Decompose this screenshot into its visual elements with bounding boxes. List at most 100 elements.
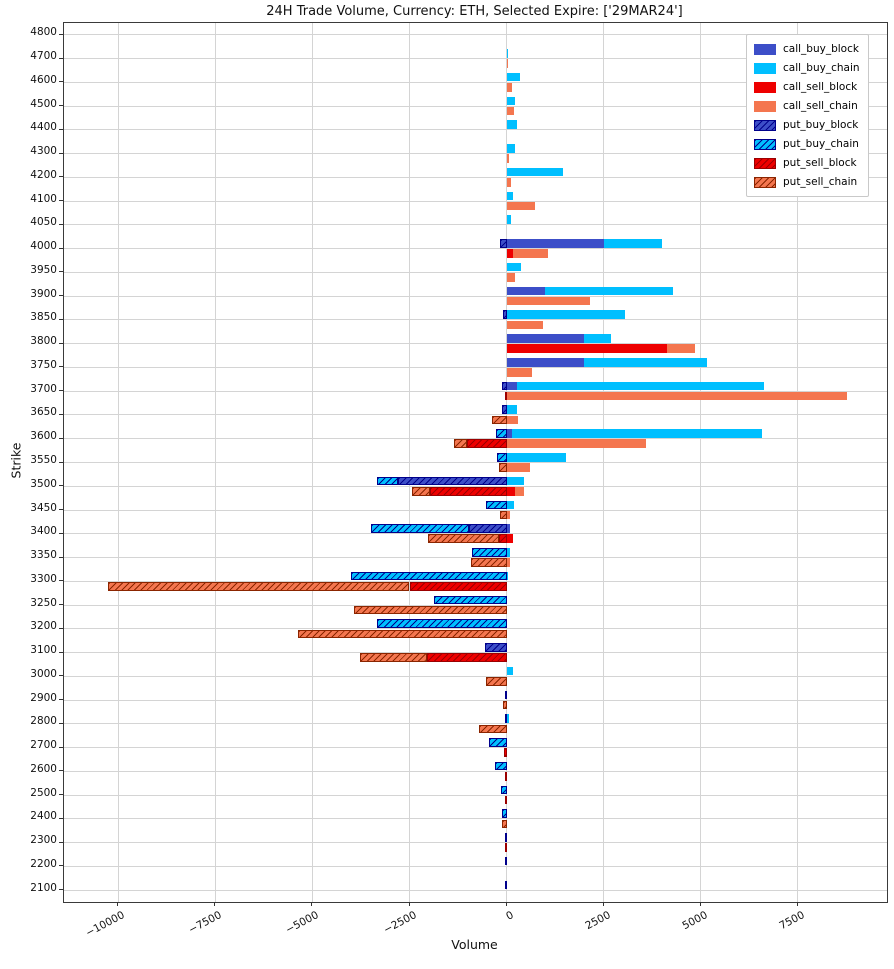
bar-call_buy_chain [506,72,521,82]
y-tick-label: 3350 [30,549,57,562]
legend-item-put_sell_chain: put_sell_chain [754,173,860,192]
bar-call_buy_chain [506,191,514,201]
bar-put_buy_block [501,405,507,415]
y-tick-mark [59,57,63,59]
gridline-horizontal [64,794,887,796]
bar-call_sell_chain [513,249,549,258]
bar-call_sell_chain [506,439,647,448]
y-tick-label: 2400 [30,810,57,823]
bar-put_sell_chain [411,486,431,496]
gridline-horizontal [64,343,887,345]
y-tick-label: 4700 [30,50,57,63]
legend-item-call_sell_block: call_sell_block [754,78,860,97]
x-tick-label: −7500 [187,909,225,937]
legend: call_buy_block call_buy_chain call_sell_bl… [746,34,869,197]
gridline-horizontal [64,770,887,772]
bar-put_sell_chain [478,724,507,734]
bar-put_buy_chain [495,429,507,438]
legend-swatch-put_sell_block [754,158,776,169]
bar-call_buy_chain [506,144,515,153]
bar-call_sell_chain [506,391,848,401]
bar-put_buy_chain [501,785,507,795]
y-tick-mark [59,342,63,344]
y-tick-mark [59,604,63,606]
y-tick-label: 4800 [30,26,57,39]
y-tick-label: 2700 [30,739,57,752]
x-tick-mark [796,902,798,906]
bar-put_sell_chain [502,819,507,829]
bar-call_buy_block [506,429,512,438]
bar-put_sell_block [409,581,507,591]
bar-put_buy_chain [433,595,507,605]
y-tick-mark [59,722,63,724]
legend-label: put_sell_block [783,157,857,169]
gridline-horizontal [64,390,887,392]
bar-put_buy_chain [495,761,507,771]
x-tick-mark [117,902,119,906]
y-tick-label: 3850 [30,311,57,324]
legend-label: call_buy_chain [783,62,860,74]
y-tick-label: 3600 [30,430,57,443]
bar-put_sell_chain [359,653,427,662]
bar-call_buy_chain [584,357,708,367]
legend-label: call_sell_chain [783,100,858,112]
gridline-horizontal [64,557,887,559]
gridline-horizontal [64,295,887,297]
bar-put_buy_block [503,310,507,319]
bar-put_buy_chain [486,500,507,510]
legend-swatch-put_sell_chain [754,177,776,188]
bar-call_buy_block [506,286,546,296]
y-tick-mark [59,295,63,297]
y-tick-label: 4400 [30,121,57,134]
y-tick-mark [59,746,63,748]
gridline-horizontal [64,58,887,60]
y-tick-mark [59,81,63,83]
gridline-horizontal [64,675,887,677]
bar-put_buy_chain [472,548,507,557]
y-tick-mark [59,413,63,415]
bar-call_buy_chain [506,215,512,224]
gridline-horizontal [64,34,887,36]
x-tick-label: 5000 [680,909,710,933]
bar-call_buy_block [506,524,510,533]
bar-call_buy_chain [506,310,625,319]
bar-call_buy_chain [506,548,510,557]
bar-call_sell_chain [506,463,530,472]
y-tick-mark [59,817,63,819]
y-tick-mark [59,651,63,653]
y-tick-mark [59,271,63,273]
y-tick-label: 2500 [30,786,57,799]
y-tick-label: 2200 [30,857,57,870]
y-tick-label: 3200 [30,620,57,633]
bar-put_sell_block [430,486,507,496]
chart-title: 24H Trade Volume, Currency: ETH, Selecte… [266,4,683,19]
y-tick-mark [59,627,63,629]
y-tick-mark [59,770,63,772]
y-tick-mark [59,318,63,320]
bar-call_buy_chain [506,49,509,58]
gridline-horizontal [64,747,887,749]
bar-put_sell_block [505,772,508,781]
legend-swatch-call_buy_chain [754,63,776,74]
y-tick-label: 4500 [30,97,57,110]
y-tick-label: 3500 [30,477,57,490]
y-tick-mark [59,437,63,439]
x-axis-label: Volume [451,937,498,952]
x-tick-mark [699,902,701,906]
bar-call_buy_block [506,239,604,248]
legend-swatch-call_sell_chain [754,101,776,112]
x-tick-mark [505,902,507,906]
bar-put_sell_block [504,795,507,805]
bar-call_sell_chain [506,320,544,330]
y-tick-label: 4100 [30,192,57,205]
bar-put_buy_block [501,381,507,391]
bar-put_buy_block [505,880,508,890]
bar-call_sell_chain [506,510,511,520]
legend-item-call_buy_chain: call_buy_chain [754,59,860,78]
bar-put_sell_chain [499,510,507,520]
x-tick-label: 7500 [777,909,807,933]
legend-item-put_buy_block: put_buy_block [754,116,860,135]
y-tick-label: 2800 [30,715,57,728]
x-tick-label: −2500 [381,909,419,937]
